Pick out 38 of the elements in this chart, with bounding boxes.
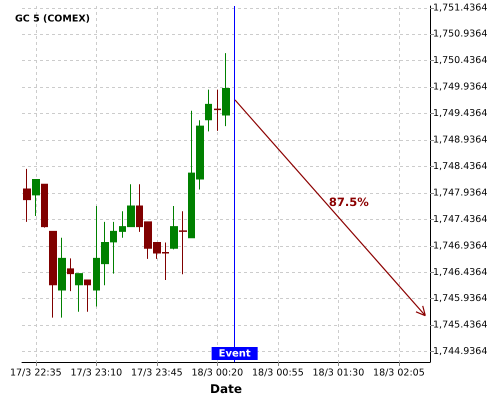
text: GC 5 (COMEX) <box>15 14 90 24</box>
candlestick <box>58 237 66 318</box>
candlestick <box>179 210 187 275</box>
y-tick-label: 1,749.4364 <box>433 108 488 120</box>
y-tick-label: 1,747.9364 <box>433 187 488 198</box>
x-tick-label: 18/3 00:20 <box>191 368 244 378</box>
y-tick-label: 1,746.9364 <box>433 240 488 252</box>
ref-line-label: Event <box>218 348 251 360</box>
x-tick-label: 17/3 23:10 <box>70 368 122 378</box>
candlestick <box>23 168 31 222</box>
candlestick <box>32 178 40 217</box>
y-tick-label: 1,747.4364 <box>433 214 488 225</box>
candlestick <box>75 273 83 312</box>
y-tick-label: 1,751.4364 <box>433 2 488 14</box>
x-tick-label: 17/3 22:35 <box>10 368 62 378</box>
annotation: 87.5% <box>328 194 370 209</box>
x-tick-label: 18/3 00:55 <box>252 368 304 378</box>
y-tick-label: 1,748.9364 <box>433 134 488 146</box>
y-tick-label: 1,748.4364 <box>433 160 488 172</box>
candlestick <box>49 230 57 318</box>
candlestick <box>84 280 91 312</box>
x-tick-label: 18/3 01:30 <box>312 368 364 378</box>
candlestick <box>214 89 221 132</box>
x-axis-title: Date <box>210 382 242 396</box>
x-tick-label: 18/3 02:05 <box>373 368 425 378</box>
y-tick-label: 1,746.4364 <box>433 266 488 278</box>
candlestick <box>67 258 74 292</box>
x-tick-label: 17/3 23:45 <box>130 368 183 378</box>
candlestick <box>41 184 48 228</box>
candlestick <box>170 205 178 250</box>
y-tick-label: 1,750.9364 <box>433 28 488 40</box>
y-tick-label: 1,745.4364 <box>433 320 488 331</box>
candlestick <box>222 52 230 127</box>
candlestick <box>205 89 212 132</box>
y-tick-label: 1,744.9364 <box>433 346 488 358</box>
y-tick-label: 1,750.4364 <box>433 55 488 66</box>
y-tick-label: 1,749.9364 <box>433 82 488 93</box>
y-tick-label: 1,745.9364 <box>433 293 488 304</box>
